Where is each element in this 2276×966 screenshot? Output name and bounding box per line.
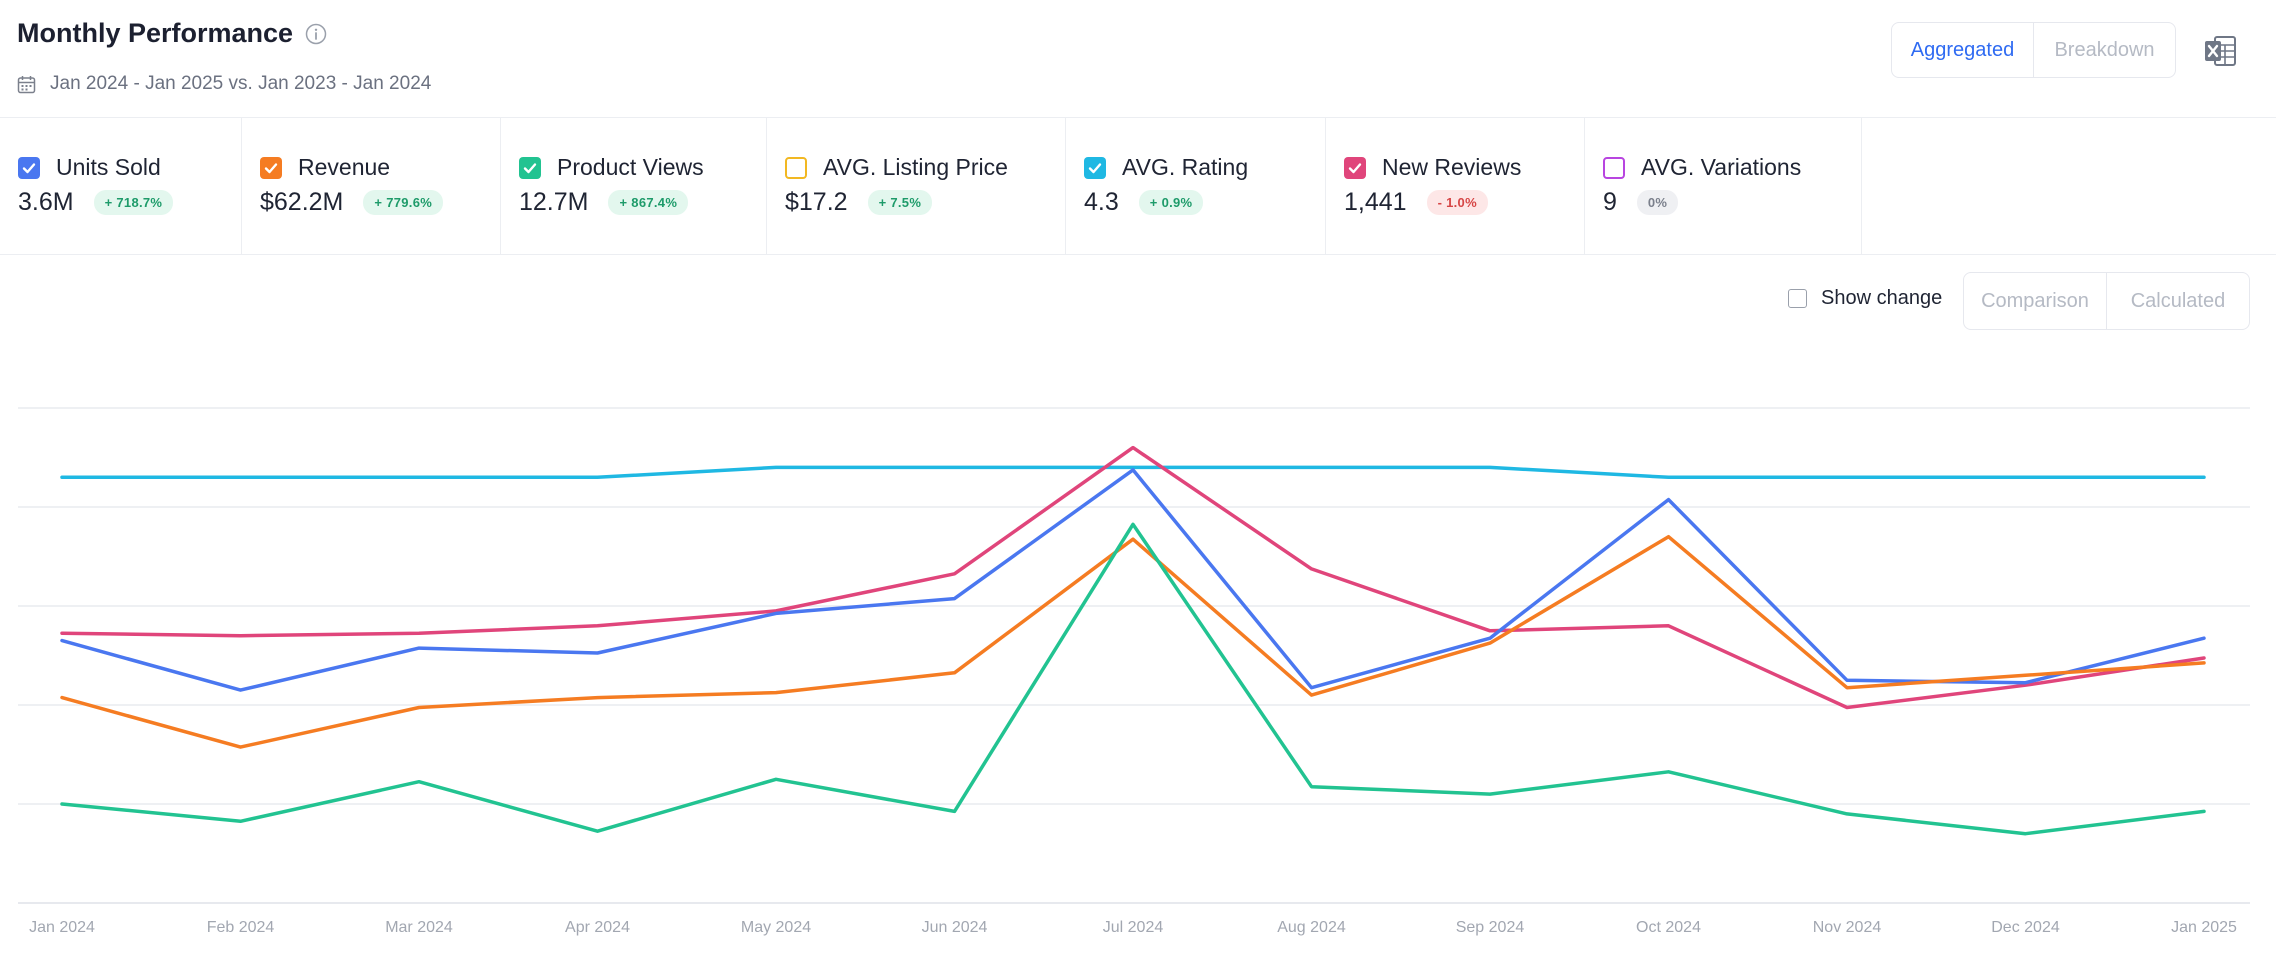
metric-checkbox-checked[interactable] bbox=[260, 156, 282, 179]
metric-values: 3.6M + 718.7% bbox=[18, 188, 174, 217]
x-tick-label: Aug 2024 bbox=[1277, 919, 1346, 936]
metric-label: Product Views bbox=[557, 154, 704, 180]
metric-checkbox-checked[interactable] bbox=[1344, 156, 1366, 179]
series-line[interactable] bbox=[60, 522, 2206, 836]
metric-label: New Reviews bbox=[1382, 154, 1522, 180]
metric-header: Revenue bbox=[260, 154, 390, 181]
change-badge: + 0.9% bbox=[1138, 190, 1204, 215]
check-icon bbox=[22, 162, 36, 173]
show-change-toggle[interactable]: Show change bbox=[1788, 287, 1942, 310]
metric-checkbox-checked[interactable] bbox=[1084, 156, 1106, 179]
metric-header: AVG. Variations bbox=[1603, 154, 1801, 181]
metric-header: New Reviews bbox=[1344, 154, 1521, 181]
metric-checkbox-unchecked[interactable] bbox=[1603, 156, 1625, 179]
breakdown-tab[interactable]: Breakdown bbox=[2033, 23, 2175, 77]
aggregated-tab[interactable]: Aggregated bbox=[1910, 38, 2015, 61]
change-badge: + 867.4% bbox=[608, 190, 689, 215]
series-line[interactable] bbox=[60, 468, 2206, 692]
metric-card[interactable]: AVG. Variations 9 0% bbox=[1585, 118, 1862, 254]
x-tick-label: Jun 2024 bbox=[922, 919, 988, 936]
metric-values: 12.7M + 867.4% bbox=[519, 188, 689, 217]
x-tick-label: Dec 2024 bbox=[1991, 919, 2060, 936]
metric-checkbox-unchecked[interactable] bbox=[785, 156, 807, 179]
show-change-label: Show change bbox=[1821, 287, 1943, 309]
check-icon bbox=[523, 162, 537, 173]
metric-value: $62.2M bbox=[260, 188, 344, 216]
excel-export-icon[interactable] bbox=[2203, 35, 2237, 67]
x-tick-label: Apr 2024 bbox=[565, 919, 630, 936]
x-tick-label: Jan 2024 bbox=[29, 919, 95, 936]
check-icon bbox=[1348, 162, 1362, 173]
change-badge: + 7.5% bbox=[867, 190, 933, 215]
page-title-row: Monthly Performance bbox=[17, 18, 327, 49]
metric-checkbox-checked[interactable] bbox=[519, 156, 541, 179]
header: Monthly Performance Jan 2024 - Jan 2025 … bbox=[0, 0, 2276, 117]
metric-value: 9 bbox=[1603, 188, 1617, 216]
date-range[interactable]: Jan 2024 - Jan 2025 vs. Jan 2023 - Jan 2… bbox=[17, 73, 431, 95]
metric-value: 12.7M bbox=[519, 188, 589, 216]
series-line[interactable] bbox=[60, 465, 2206, 480]
comparison-tab[interactable]: Comparison bbox=[1981, 289, 2089, 312]
metric-value: $17.2 bbox=[785, 188, 848, 216]
x-tick-label: Feb 2024 bbox=[207, 919, 275, 936]
metric-value: 3.6M bbox=[18, 188, 74, 216]
metric-value: 4.3 bbox=[1084, 188, 1119, 216]
metric-header: AVG. Rating bbox=[1084, 154, 1248, 181]
view-toggle: Aggregated Breakdown bbox=[1891, 22, 2176, 78]
metric-values: 1,441 - 1.0% bbox=[1344, 188, 1488, 217]
calculated-tab[interactable]: Calculated bbox=[2106, 273, 2249, 329]
metric-card[interactable]: Product Views 12.7M + 867.4% bbox=[501, 118, 767, 254]
check-icon bbox=[264, 162, 278, 173]
x-tick-label: May 2024 bbox=[741, 919, 811, 936]
x-tick-label: Jan 2025 bbox=[2171, 919, 2237, 936]
change-badge: + 779.6% bbox=[363, 190, 444, 215]
line-chart: Jan 2024 Feb 2024 Mar 2024 Apr 2024 May 2024… bbox=[0, 380, 2276, 966]
metric-cards: Units Sold 3.6M + 718.7% Revenue $62.2M + 779… bbox=[0, 117, 2276, 255]
x-tick-label: Mar 2024 bbox=[385, 919, 453, 936]
metric-label: AVG. Rating bbox=[1122, 154, 1249, 180]
metric-values: 4.3 + 0.9% bbox=[1084, 188, 1204, 217]
metric-label: AVG. Variations bbox=[1641, 154, 1802, 180]
metric-values: $62.2M + 779.6% bbox=[260, 188, 444, 217]
x-tick-label: Sep 2024 bbox=[1456, 919, 1525, 936]
metric-label: Units Sold bbox=[56, 154, 161, 180]
metric-label: AVG. Listing Price bbox=[823, 154, 1008, 180]
metric-value: 1,441 bbox=[1344, 188, 1407, 216]
metric-card[interactable]: Revenue $62.2M + 779.6% bbox=[242, 118, 501, 254]
info-icon[interactable] bbox=[305, 23, 327, 45]
chart-mode-toggle: Comparison Calculated bbox=[1963, 272, 2250, 330]
metric-card[interactable]: Units Sold 3.6M + 718.7% bbox=[0, 118, 242, 254]
metric-label: Revenue bbox=[298, 154, 391, 180]
metric-card[interactable]: AVG. Listing Price $17.2 + 7.5% bbox=[767, 118, 1066, 254]
calendar-icon bbox=[17, 75, 36, 93]
x-tick-label: Jul 2024 bbox=[1103, 919, 1164, 936]
x-tick-label: Oct 2024 bbox=[1636, 919, 1701, 936]
metric-header: Product Views bbox=[519, 154, 704, 181]
metric-card[interactable]: AVG. Rating 4.3 + 0.9% bbox=[1066, 118, 1326, 254]
chart-svg: Jan 2024 Feb 2024 Mar 2024 Apr 2024 May 2024… bbox=[18, 407, 2250, 936]
page-title: Monthly Performance bbox=[17, 18, 294, 48]
check-icon bbox=[1088, 162, 1102, 173]
metric-header: AVG. Listing Price bbox=[785, 154, 1008, 181]
date-range-text: Jan 2024 - Jan 2025 vs. Jan 2023 - Jan 2… bbox=[50, 73, 432, 94]
x-tick-label: Nov 2024 bbox=[1813, 919, 1882, 936]
change-badge: - 1.0% bbox=[1426, 190, 1488, 215]
metric-header: Units Sold bbox=[18, 154, 161, 181]
series-line[interactable] bbox=[60, 534, 2206, 749]
metric-checkbox-checked[interactable] bbox=[18, 156, 40, 179]
show-change-checkbox[interactable] bbox=[1788, 289, 1807, 308]
series-line[interactable] bbox=[60, 445, 2206, 710]
change-badge: + 718.7% bbox=[93, 190, 174, 215]
metric-values: 9 0% bbox=[1603, 188, 1679, 217]
change-badge: 0% bbox=[1636, 190, 1679, 215]
metric-card[interactable]: New Reviews 1,441 - 1.0% bbox=[1326, 118, 1585, 254]
metric-values: $17.2 + 7.5% bbox=[785, 188, 933, 217]
